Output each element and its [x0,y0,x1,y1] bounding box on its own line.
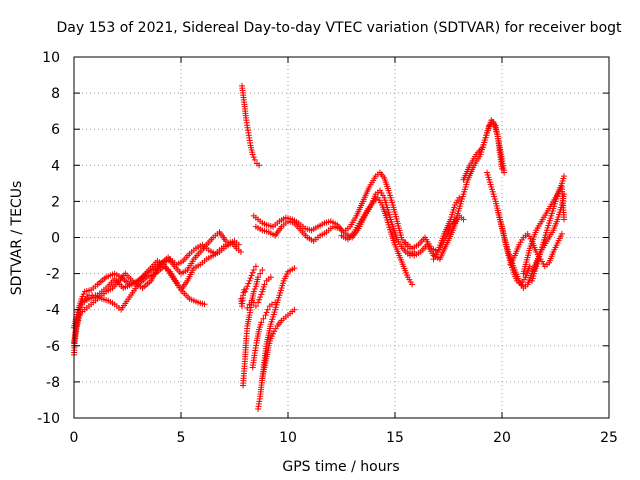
data-point [268,301,275,308]
y-tick-label: -2 [46,267,60,283]
series-arc5 [238,82,263,169]
data-point [257,294,264,301]
x-tick-label: 15 [386,430,404,446]
x-axis-label: GPS time / hours [282,459,399,475]
data-point [561,191,568,198]
data-point [261,281,268,288]
data-point [257,270,264,277]
data-point [558,230,565,237]
y-tick-label: 8 [51,86,60,102]
data-point [244,283,251,290]
data-point [242,288,249,295]
data-point [263,309,270,316]
series-arc7 [240,266,266,389]
data-point [243,285,250,292]
x-tick-label: 25 [600,430,618,446]
data-point [264,306,271,313]
series-arc9 [249,299,279,371]
data-point [250,288,257,295]
series-arc11 [259,306,298,382]
data-point [267,274,274,281]
data-point [246,301,253,308]
data-point [249,151,256,158]
data-point [237,248,244,255]
y-tick-label: -4 [46,303,60,319]
data-point [252,303,259,310]
data-point [258,319,265,326]
data-point [291,265,298,272]
series-arc17 [430,212,467,263]
y-tick-label: 4 [51,158,60,174]
data-point [250,266,257,273]
axis-ticks: 0 5 10 15 20 25 -10 -8 -6 -4 -2 0 2 4 6 8 10 [37,50,618,446]
data-point [561,173,568,180]
series-arc13 [252,187,418,259]
data-point [256,296,263,303]
y-tick-label: 10 [42,50,60,66]
data-point [262,312,269,319]
data-point [291,306,298,313]
data-point [501,169,508,176]
series-arc25 [531,191,568,273]
x-tick-label: 5 [177,430,186,446]
data-point [245,280,252,287]
series-arc12 [250,169,413,252]
data-point [460,216,467,223]
data-point [251,156,258,163]
data-point [409,281,416,288]
x-tick-label: 0 [70,430,79,446]
data-marks [71,82,568,412]
data-point [249,269,256,276]
data-point [246,277,253,284]
data-point [247,275,254,282]
y-tick-label: 2 [51,194,60,210]
series-arc8 [244,274,274,311]
data-point [250,154,257,161]
y-tick-label: 6 [51,122,60,138]
series-arc15 [402,194,463,255]
data-point [244,304,251,311]
data-point [222,238,229,245]
y-tick-label: 0 [51,231,60,247]
y-tick-label: -10 [37,411,60,427]
data-point [255,299,262,306]
y-tick-label: -6 [46,339,60,355]
data-point [252,263,259,270]
data-point [201,301,208,308]
x-tick-label: 10 [279,430,297,446]
y-tick-label: -8 [46,375,60,391]
data-point [251,285,258,292]
data-point [561,216,568,223]
data-point [240,292,247,299]
data-point [260,315,267,322]
x-tick-label: 20 [493,430,511,446]
data-point [259,266,266,273]
data-point [258,291,265,298]
chart-title: Day 153 of 2021, Sidereal Day-to-day VTE… [56,20,622,36]
series-arc14 [338,194,416,288]
series-arc4 [71,229,229,346]
series-arc16 [404,216,461,263]
data-point [456,194,463,201]
data-point [248,272,255,279]
series-arc6 [237,263,259,310]
data-point [256,162,263,169]
data-point [255,274,262,281]
series-arc19 [460,117,508,183]
y-axis-label: SDTVAR / TECUs [9,181,25,296]
